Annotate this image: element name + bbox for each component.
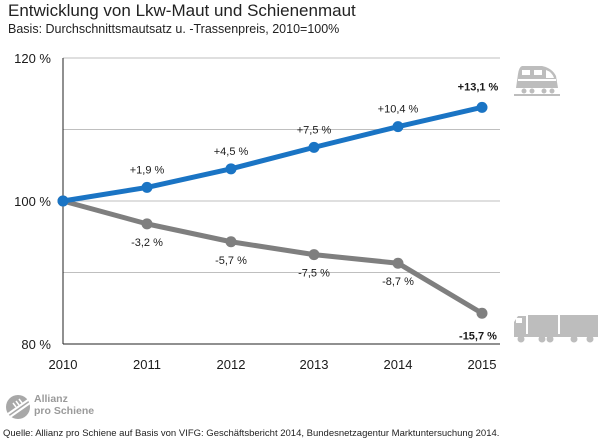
rail-data-point [392, 121, 404, 133]
series-group [57, 101, 488, 319]
truck-series-line [60, 198, 485, 316]
truck-data-label: -8,7 % [382, 276, 414, 288]
gridlines [63, 57, 500, 273]
logo-text-line1: Allianz [34, 393, 68, 405]
rail-data-point [476, 101, 488, 113]
y-tick-label: 100 % [14, 194, 51, 209]
rail-data-point [57, 195, 69, 207]
truck-icon [514, 315, 598, 343]
truck-data-label: -5,7 % [215, 255, 247, 267]
data-labels: -3,2 % -5,7 % -7,5 % -8,7 % -15,7 % +1,9 % +4,… [130, 81, 499, 342]
truck-data-point [476, 307, 488, 319]
x-tick-label: 2015 [468, 357, 497, 372]
truck-data-label: -15,7 % [459, 330, 497, 342]
truck-data-label: -3,2 % [131, 237, 163, 249]
y-tick-label: 80 % [21, 337, 51, 352]
train-icon [514, 66, 560, 96]
chart-subtitle: Basis: Durchschnittsmautsatz u. -Trassen… [8, 22, 340, 36]
source-note: Quelle: Allianz pro Schiene auf Basis vo… [3, 428, 500, 439]
rail-data-label: +1,9 % [130, 164, 165, 176]
truck-data-point [141, 218, 153, 230]
truck-data-point [392, 257, 404, 269]
truck-data-point [308, 249, 320, 261]
axis-tick-labels: 80 % 100 % 120 % 2010 2011 2012 2013 2014 2015 [14, 51, 496, 372]
rail-series-line [60, 104, 485, 204]
rail-data-point [225, 163, 237, 175]
x-tick-label: 2010 [49, 357, 78, 372]
x-tick-label: 2014 [384, 357, 413, 372]
truck-data-point [225, 236, 237, 248]
x-tick-label: 2012 [217, 357, 246, 372]
logo-mark-icon [6, 395, 31, 419]
y-tick-label: 120 % [14, 51, 51, 66]
x-tick-label: 2013 [300, 357, 329, 372]
rail-data-label: +7,5 % [297, 124, 332, 136]
rail-data-label: +10,4 % [378, 104, 419, 116]
x-tick-label: 2011 [133, 357, 161, 372]
logo-text-line2: pro Schiene [34, 405, 95, 417]
allianz-pro-schiene-logo: Allianz pro Schiene [4, 392, 114, 424]
truck-data-label: -7,5 % [298, 268, 330, 280]
rail-data-label: +13,1 % [458, 81, 499, 93]
rail-data-label: +4,5 % [214, 146, 249, 158]
rail-data-point [308, 141, 320, 153]
rail-data-point [141, 181, 153, 193]
chart-title: Entwicklung von Lkw-Maut und Schienenmau… [8, 1, 356, 20]
